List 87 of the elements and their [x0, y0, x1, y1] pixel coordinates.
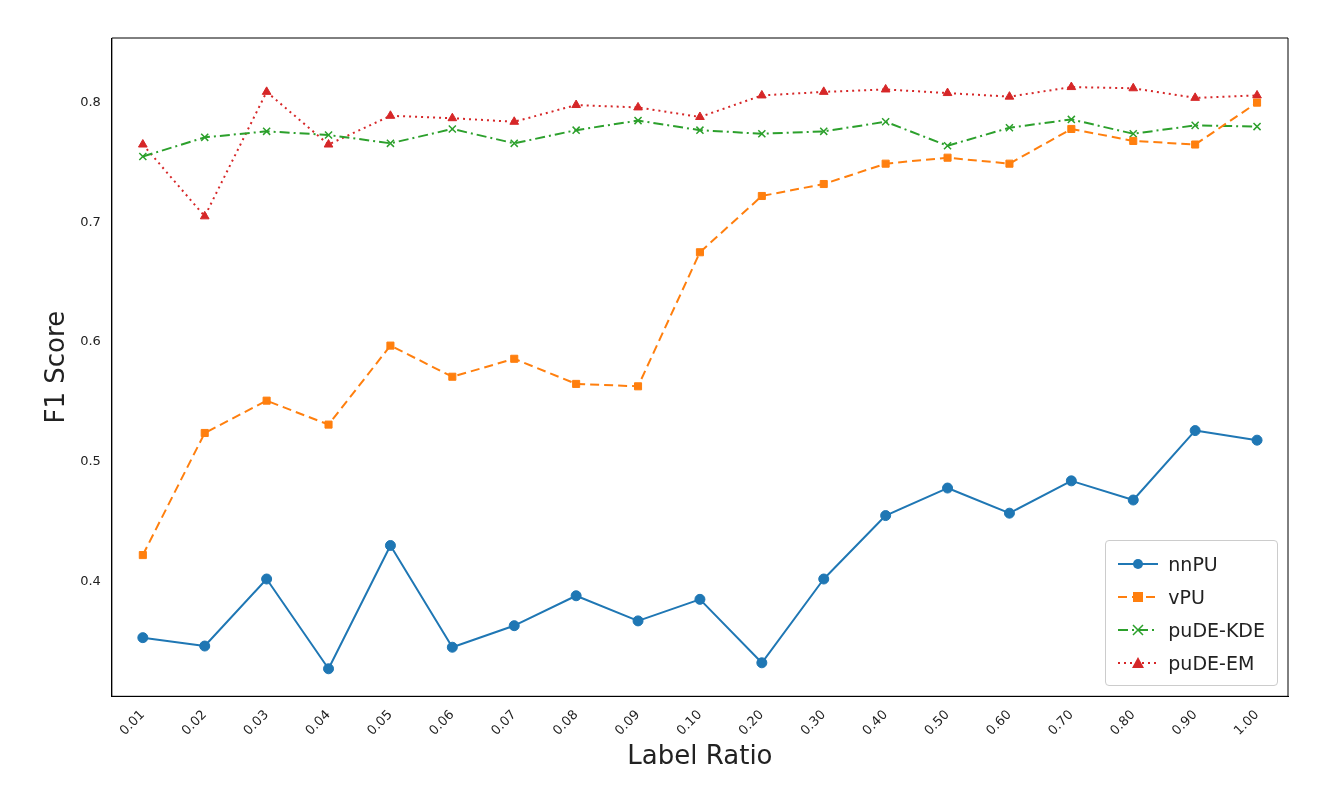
point [694, 593, 706, 605]
legend-label: puDE-EM [1168, 651, 1255, 674]
point [261, 573, 273, 585]
point [571, 99, 581, 109]
point [880, 83, 891, 93]
y-tick-label: 0.6 [80, 333, 101, 349]
point [508, 620, 520, 632]
point [818, 573, 830, 585]
point [324, 420, 333, 429]
point [1129, 136, 1138, 145]
x-axis-title: Label Ratio [627, 740, 773, 771]
point [1065, 475, 1077, 487]
point [199, 210, 210, 220]
point [448, 372, 457, 381]
point [261, 86, 272, 95]
point [1005, 123, 1014, 133]
y-tick-label: 0.7 [80, 213, 101, 229]
point [386, 139, 395, 148]
point [138, 139, 148, 148]
point [1128, 82, 1139, 92]
point [138, 152, 148, 161]
point [1127, 494, 1139, 506]
point [448, 124, 457, 134]
point [819, 179, 828, 189]
point [819, 127, 829, 136]
point [881, 117, 890, 127]
y-tick-label: 0.5 [80, 453, 101, 469]
point [509, 139, 519, 148]
point [633, 116, 643, 125]
point [386, 341, 395, 350]
point [1191, 140, 1200, 149]
point [324, 130, 333, 140]
point [137, 632, 149, 644]
point [262, 396, 271, 405]
point [634, 382, 643, 391]
point [1252, 89, 1262, 99]
point [757, 191, 766, 201]
point [632, 615, 644, 627]
point [138, 551, 147, 560]
point [1251, 434, 1263, 446]
point [570, 590, 582, 602]
point [572, 379, 581, 388]
legend-label: nnPU [1168, 552, 1218, 575]
point [446, 641, 458, 653]
y-tick-label: 0.4 [80, 572, 101, 588]
point [200, 428, 209, 438]
point [1252, 122, 1262, 131]
point [200, 133, 210, 142]
point [942, 87, 953, 97]
point [695, 248, 704, 257]
legend-label: puDE-KDE [1168, 618, 1265, 641]
point [1067, 115, 1076, 124]
point [756, 657, 768, 669]
point [509, 116, 520, 125]
point [943, 141, 952, 151]
point [1005, 159, 1014, 168]
point [1190, 92, 1200, 101]
point [447, 112, 458, 122]
point [695, 125, 705, 135]
point [1190, 121, 1200, 130]
point [385, 110, 396, 119]
point [943, 153, 952, 162]
point [1189, 425, 1201, 437]
point [633, 101, 643, 111]
point [1003, 507, 1015, 519]
point [695, 111, 705, 120]
point [1066, 81, 1077, 91]
point [510, 354, 519, 363]
legend-label: vPU [1168, 585, 1205, 608]
point [757, 129, 767, 139]
point [571, 125, 581, 135]
point [1128, 129, 1138, 139]
point [1004, 91, 1015, 100]
point [199, 640, 211, 652]
point [757, 89, 767, 99]
y-axis-title: F1 Score [40, 310, 71, 424]
point [818, 86, 829, 95]
point [384, 539, 396, 551]
point [323, 663, 335, 675]
y-tick-label: 0.8 [80, 94, 101, 110]
point [942, 482, 954, 494]
point [880, 510, 892, 522]
point [1067, 124, 1076, 133]
point [881, 159, 890, 168]
point [262, 127, 271, 136]
point [1253, 98, 1262, 107]
point [323, 139, 334, 148]
